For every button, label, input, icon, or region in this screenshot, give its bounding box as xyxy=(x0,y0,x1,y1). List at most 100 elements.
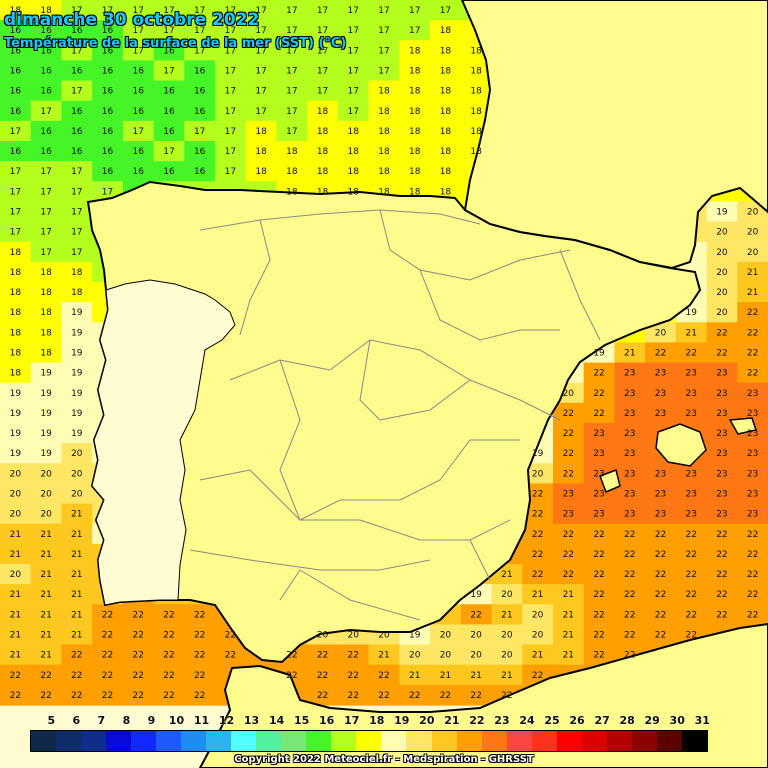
sst-value: 22 xyxy=(593,369,604,379)
legend-label: 21 xyxy=(444,714,460,727)
sst-cell xyxy=(522,463,554,485)
sst-cell xyxy=(368,0,400,21)
sst-value: 21 xyxy=(470,671,481,681)
sst-cell xyxy=(337,60,370,82)
sst-cell xyxy=(30,80,63,102)
sst-cell xyxy=(706,342,738,364)
sst-value: 19 xyxy=(470,590,482,600)
sst-cell xyxy=(614,463,646,485)
sst-value: 22 xyxy=(102,691,113,701)
legend-label: 7 xyxy=(97,714,106,727)
sst-cell xyxy=(460,100,493,122)
legend-swatch xyxy=(681,731,707,751)
sst-value: 22 xyxy=(655,570,666,580)
sst-cell xyxy=(307,40,339,62)
sst-cell xyxy=(61,624,93,646)
sst-cell xyxy=(30,463,63,485)
sst-value: 22 xyxy=(624,590,635,600)
sst-cell xyxy=(614,523,646,545)
sst-cell xyxy=(430,20,462,41)
sst-value: 18 xyxy=(317,187,329,197)
sst-cell xyxy=(368,161,400,182)
sst-cell xyxy=(522,543,554,565)
sst-cell xyxy=(30,282,63,303)
sst-value: 23 xyxy=(716,429,727,439)
sst-value: 17 xyxy=(348,107,359,117)
sst-cell xyxy=(737,241,768,263)
sst-cell xyxy=(276,120,308,142)
sst-value: 21 xyxy=(71,610,82,620)
sst-cell xyxy=(614,584,646,605)
sst-value: 17 xyxy=(286,67,297,77)
sst-cell xyxy=(153,644,185,666)
sst-cell xyxy=(337,141,370,162)
sst-value: 21 xyxy=(532,651,543,661)
sst-cell xyxy=(122,120,155,142)
sst-cell xyxy=(153,0,185,21)
sst-value: 22 xyxy=(624,530,635,540)
sst-value: 17 xyxy=(163,147,174,157)
sst-cell xyxy=(307,161,339,182)
sst-value: 22 xyxy=(685,530,696,540)
sst-cell xyxy=(30,402,63,424)
sst-cell xyxy=(153,100,185,122)
sst-value: 16 xyxy=(40,147,52,157)
sst-cell xyxy=(675,483,708,505)
legend-swatch xyxy=(156,731,182,751)
sst-cell xyxy=(276,141,308,162)
sst-value: 22 xyxy=(532,550,543,560)
sst-cell xyxy=(30,624,63,646)
sst-cell xyxy=(460,664,493,686)
sst-cell xyxy=(645,362,677,384)
sst-value: 22 xyxy=(716,550,727,560)
legend-label: 14 xyxy=(268,714,285,727)
sst-cell xyxy=(522,503,554,525)
sst-cell xyxy=(307,120,339,142)
sst-cell xyxy=(0,261,32,283)
sst-cell xyxy=(614,402,646,424)
sst-cell xyxy=(614,382,646,404)
sst-cell xyxy=(583,443,615,464)
sst-cell xyxy=(460,684,493,706)
sst-value: 22 xyxy=(563,409,574,419)
legend-label: 5 xyxy=(47,714,56,727)
sst-value: 18 xyxy=(40,328,52,338)
legend-label: 27 xyxy=(594,714,610,727)
sst-cell xyxy=(737,483,768,505)
legend-label: 12 xyxy=(218,714,235,727)
sst-value: 23 xyxy=(716,469,727,479)
sst-value: 19 xyxy=(10,429,22,439)
sst-cell xyxy=(215,644,247,666)
sst-value: 21 xyxy=(40,530,51,540)
ibiza-island xyxy=(599,469,621,493)
sst-cell xyxy=(614,503,646,525)
sst-cell xyxy=(583,362,615,384)
sst-value: 18 xyxy=(10,369,22,379)
sst-cell xyxy=(675,322,708,344)
sst-cell xyxy=(122,141,155,162)
sst-value: 18 xyxy=(317,127,329,137)
sst-value: 18 xyxy=(40,349,52,359)
sst-cell xyxy=(0,463,32,485)
sst-value: 16 xyxy=(40,46,52,56)
sst-value: 18 xyxy=(348,127,360,137)
sst-value: 23 xyxy=(624,429,635,439)
sst-cell xyxy=(153,80,185,102)
sst-cell xyxy=(92,0,124,21)
sst-value: 17 xyxy=(225,67,236,77)
sst-value: 19 xyxy=(40,409,52,419)
sst-value: 19 xyxy=(10,409,22,419)
sst-cell xyxy=(337,644,370,666)
sst-cell xyxy=(153,40,185,62)
sst-value: 18 xyxy=(10,288,22,298)
sst-value: 17 xyxy=(225,87,236,97)
sst-cell xyxy=(706,584,738,605)
sst-cell xyxy=(0,141,32,162)
sst-value: 18 xyxy=(348,187,360,197)
sst-value: 22 xyxy=(747,530,758,540)
sst-cell xyxy=(153,120,185,142)
sst-value: 20 xyxy=(747,248,759,258)
sst-cell xyxy=(184,60,216,82)
sst-cell xyxy=(184,0,216,21)
sst-cell xyxy=(430,684,462,706)
